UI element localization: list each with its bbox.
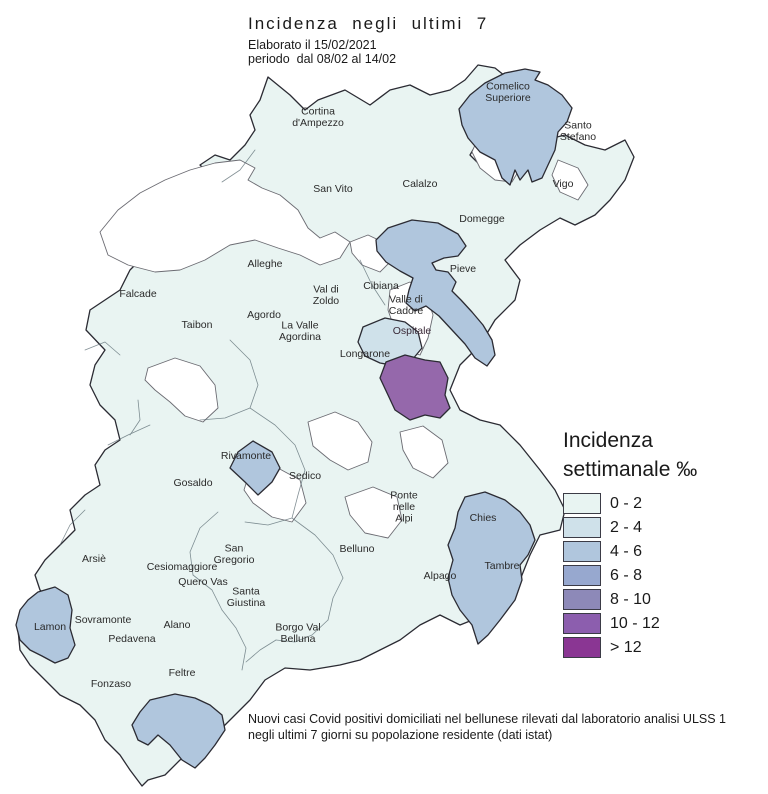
svg-text:Calalzo: Calalzo	[402, 178, 437, 190]
svg-text:Taibon: Taibon	[182, 319, 213, 331]
svg-text:Falcade: Falcade	[119, 288, 157, 300]
svg-text:Sedico: Sedico	[289, 470, 321, 482]
svg-text:Alpago: Alpago	[424, 570, 457, 582]
svg-text:Ospitale: Ospitale	[393, 325, 432, 337]
svg-text:Longarone: Longarone	[340, 348, 390, 360]
svg-text:Gosaldo: Gosaldo	[173, 477, 212, 489]
svg-text:Rivamonte: Rivamonte	[221, 450, 271, 462]
svg-text:Fonzaso: Fonzaso	[91, 678, 131, 690]
svg-text:Vigo: Vigo	[553, 178, 574, 190]
svg-text:Agordo: Agordo	[247, 309, 281, 321]
svg-text:Cibiana: Cibiana	[363, 280, 399, 292]
svg-text:Lamon: Lamon	[34, 621, 66, 633]
svg-text:Feltre: Feltre	[169, 667, 196, 679]
svg-text:Domegge: Domegge	[459, 213, 505, 225]
svg-text:Chies: Chies	[470, 512, 497, 524]
svg-text:Sovramonte: Sovramonte	[75, 614, 132, 626]
svg-text:San Vito: San Vito	[313, 183, 353, 195]
svg-text:Arsiè: Arsiè	[82, 553, 106, 565]
svg-text:Alleghe: Alleghe	[247, 258, 282, 270]
svg-text:Tambre: Tambre	[484, 560, 519, 572]
svg-text:Belluno: Belluno	[339, 543, 374, 555]
svg-text:Cesiomaggiore: Cesiomaggiore	[147, 561, 218, 573]
svg-text:Pedavena: Pedavena	[108, 633, 155, 645]
svg-text:Pieve: Pieve	[450, 263, 476, 275]
svg-text:Quero Vas: Quero Vas	[178, 576, 227, 588]
svg-text:Alano: Alano	[164, 619, 191, 631]
